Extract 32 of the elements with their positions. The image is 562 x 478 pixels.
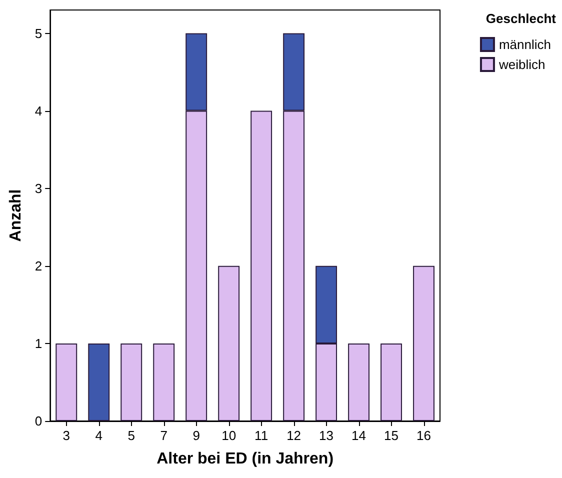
x-tick-label: 14	[352, 428, 366, 443]
y-tick-label: 0	[34, 414, 42, 428]
y-tick-label: 4	[34, 103, 42, 118]
y-tick-label: 1	[34, 336, 42, 351]
x-tick-label: 11	[254, 428, 268, 443]
y-tick-label: 3	[34, 180, 42, 196]
bar	[250, 110, 272, 421]
legend-title: Geschlecht	[486, 11, 557, 26]
x-tick-label: 15	[384, 428, 398, 443]
bar	[218, 266, 240, 421]
x-tick-label: 13	[319, 428, 334, 443]
bar	[153, 343, 175, 421]
x-axis-title: Alter bei ED (in Jahren)	[156, 450, 334, 468]
x-tick-label: 3	[62, 428, 70, 443]
x-tick-label: 7	[160, 428, 168, 443]
x-tick-label: 12	[286, 428, 302, 443]
bar	[88, 343, 110, 421]
x-tick-label: 10	[222, 428, 236, 443]
bar	[120, 343, 142, 421]
y-tick-label: 5	[34, 26, 42, 41]
bar	[348, 343, 370, 421]
legend-label: weiblich	[498, 57, 546, 72]
x-tick-label: 4	[95, 428, 102, 443]
x-tick-label: 16	[416, 428, 431, 443]
y-axis-title: Anzahl	[8, 189, 24, 242]
legend-label: männlich	[498, 37, 552, 52]
x-tick-label: 9	[192, 428, 200, 443]
y-tick-label: 2	[34, 258, 42, 274]
bar	[380, 343, 402, 421]
bar	[413, 266, 434, 421]
bar	[56, 343, 78, 421]
x-tick-label: 5	[128, 428, 135, 443]
